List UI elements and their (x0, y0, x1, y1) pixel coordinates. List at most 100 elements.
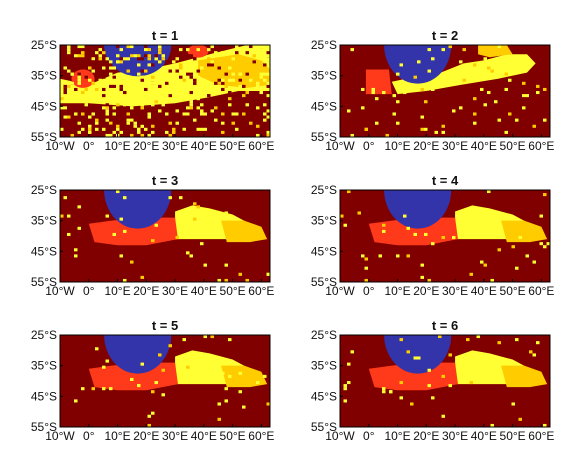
x-tick-label: 60°E (248, 284, 274, 298)
x-tick-label: 20°E (133, 429, 159, 443)
noise-pixel (266, 94, 270, 98)
noise-pixel (140, 69, 144, 73)
noise-pixel (200, 109, 204, 113)
noise-pixel (382, 387, 386, 391)
noise-pixel (98, 48, 102, 52)
noise-pixel (161, 393, 165, 397)
noise-pixel (455, 356, 459, 360)
noise-pixel (221, 87, 225, 91)
noise-pixel (256, 124, 260, 128)
noise-pixel (88, 130, 92, 134)
noise-pixel (172, 48, 176, 52)
noise-pixel (217, 417, 221, 421)
noise-pixel (158, 106, 162, 110)
noise-pixel (137, 127, 141, 131)
noise-pixel (497, 248, 501, 252)
panel-frame (339, 334, 551, 428)
noise-pixel (403, 91, 407, 95)
noise-pixel (371, 91, 375, 95)
noise-pixel (515, 118, 519, 122)
noise-pixel (126, 118, 130, 122)
noise-pixel (214, 118, 218, 122)
noise-pixel (466, 338, 470, 342)
noise-pixel (266, 115, 270, 119)
noise-pixel (91, 63, 95, 67)
noise-pixel (249, 63, 253, 67)
noise-pixel (385, 133, 389, 137)
noise-pixel (77, 78, 81, 82)
noise-pixel (490, 423, 494, 427)
x-tick-label: 50°E (500, 139, 526, 153)
x-tick-label: 0° (83, 429, 95, 443)
blue-region (104, 335, 172, 374)
noise-pixel (60, 121, 64, 125)
noise-pixel (343, 399, 347, 403)
noise-pixel (350, 133, 354, 137)
noise-pixel (242, 94, 246, 98)
noise-pixel (231, 121, 235, 125)
noise-pixel (196, 133, 200, 137)
noise-pixel (266, 81, 270, 85)
noise-pixel (259, 57, 263, 61)
noise-pixel (67, 232, 71, 236)
noise-pixel (508, 112, 512, 116)
noise-pixel (200, 66, 204, 70)
noise-pixel (95, 121, 99, 125)
noise-pixel (193, 81, 197, 85)
noise-pixel (207, 48, 211, 52)
x-tick-label: 60°E (528, 429, 554, 443)
noise-pixel (77, 121, 81, 125)
noise-pixel (182, 94, 186, 98)
panel-frame (339, 44, 551, 138)
noise-pixel (203, 127, 207, 131)
noise-pixel (112, 75, 116, 79)
noise-pixel (217, 278, 221, 282)
noise-pixel (434, 130, 438, 134)
noise-pixel (91, 124, 95, 128)
noise-pixel (175, 236, 179, 240)
noise-pixel (441, 374, 445, 378)
noise-pixel (231, 127, 235, 131)
noise-pixel (158, 51, 162, 55)
noise-pixel (207, 94, 211, 98)
noise-pixel (109, 60, 113, 64)
noise-pixel (84, 100, 88, 104)
noise-pixel (350, 350, 354, 354)
noise-pixel (200, 81, 204, 85)
x-tick-label: 10°E (104, 284, 130, 298)
noise-pixel (67, 45, 71, 49)
noise-pixel (175, 69, 179, 73)
noise-pixel (123, 87, 127, 91)
noise-pixel (102, 51, 106, 55)
noise-pixel (347, 109, 351, 113)
noise-pixel (140, 121, 144, 125)
noise-pixel (480, 260, 484, 264)
noise-pixel (382, 390, 386, 394)
noise-pixel (165, 130, 169, 134)
noise-pixel (224, 263, 228, 267)
red-region (365, 69, 392, 95)
noise-pixel (193, 202, 197, 206)
noise-pixel (448, 384, 452, 388)
noise-pixel (102, 365, 106, 369)
noise-pixel (158, 48, 162, 52)
noise-pixel (224, 60, 228, 64)
noise-pixel (84, 48, 88, 52)
noise-pixel (252, 94, 256, 98)
blue-region (104, 45, 172, 77)
noise-pixel (186, 112, 190, 116)
noise-pixel (116, 87, 120, 91)
y-tick-label: 45°S (31, 244, 57, 258)
noise-pixel (228, 78, 232, 82)
x-tick-label: 0° (363, 429, 375, 443)
noise-pixel (179, 66, 183, 70)
noise-pixel (77, 112, 81, 116)
noise-pixel (189, 91, 193, 95)
noise-pixel (123, 75, 127, 79)
noise-pixel (186, 48, 190, 52)
x-tick-label: 50°E (220, 139, 246, 153)
noise-pixel (266, 84, 270, 88)
noise-pixel (70, 133, 74, 137)
x-tick-label: 30°E (162, 284, 188, 298)
noise-pixel (165, 112, 169, 116)
